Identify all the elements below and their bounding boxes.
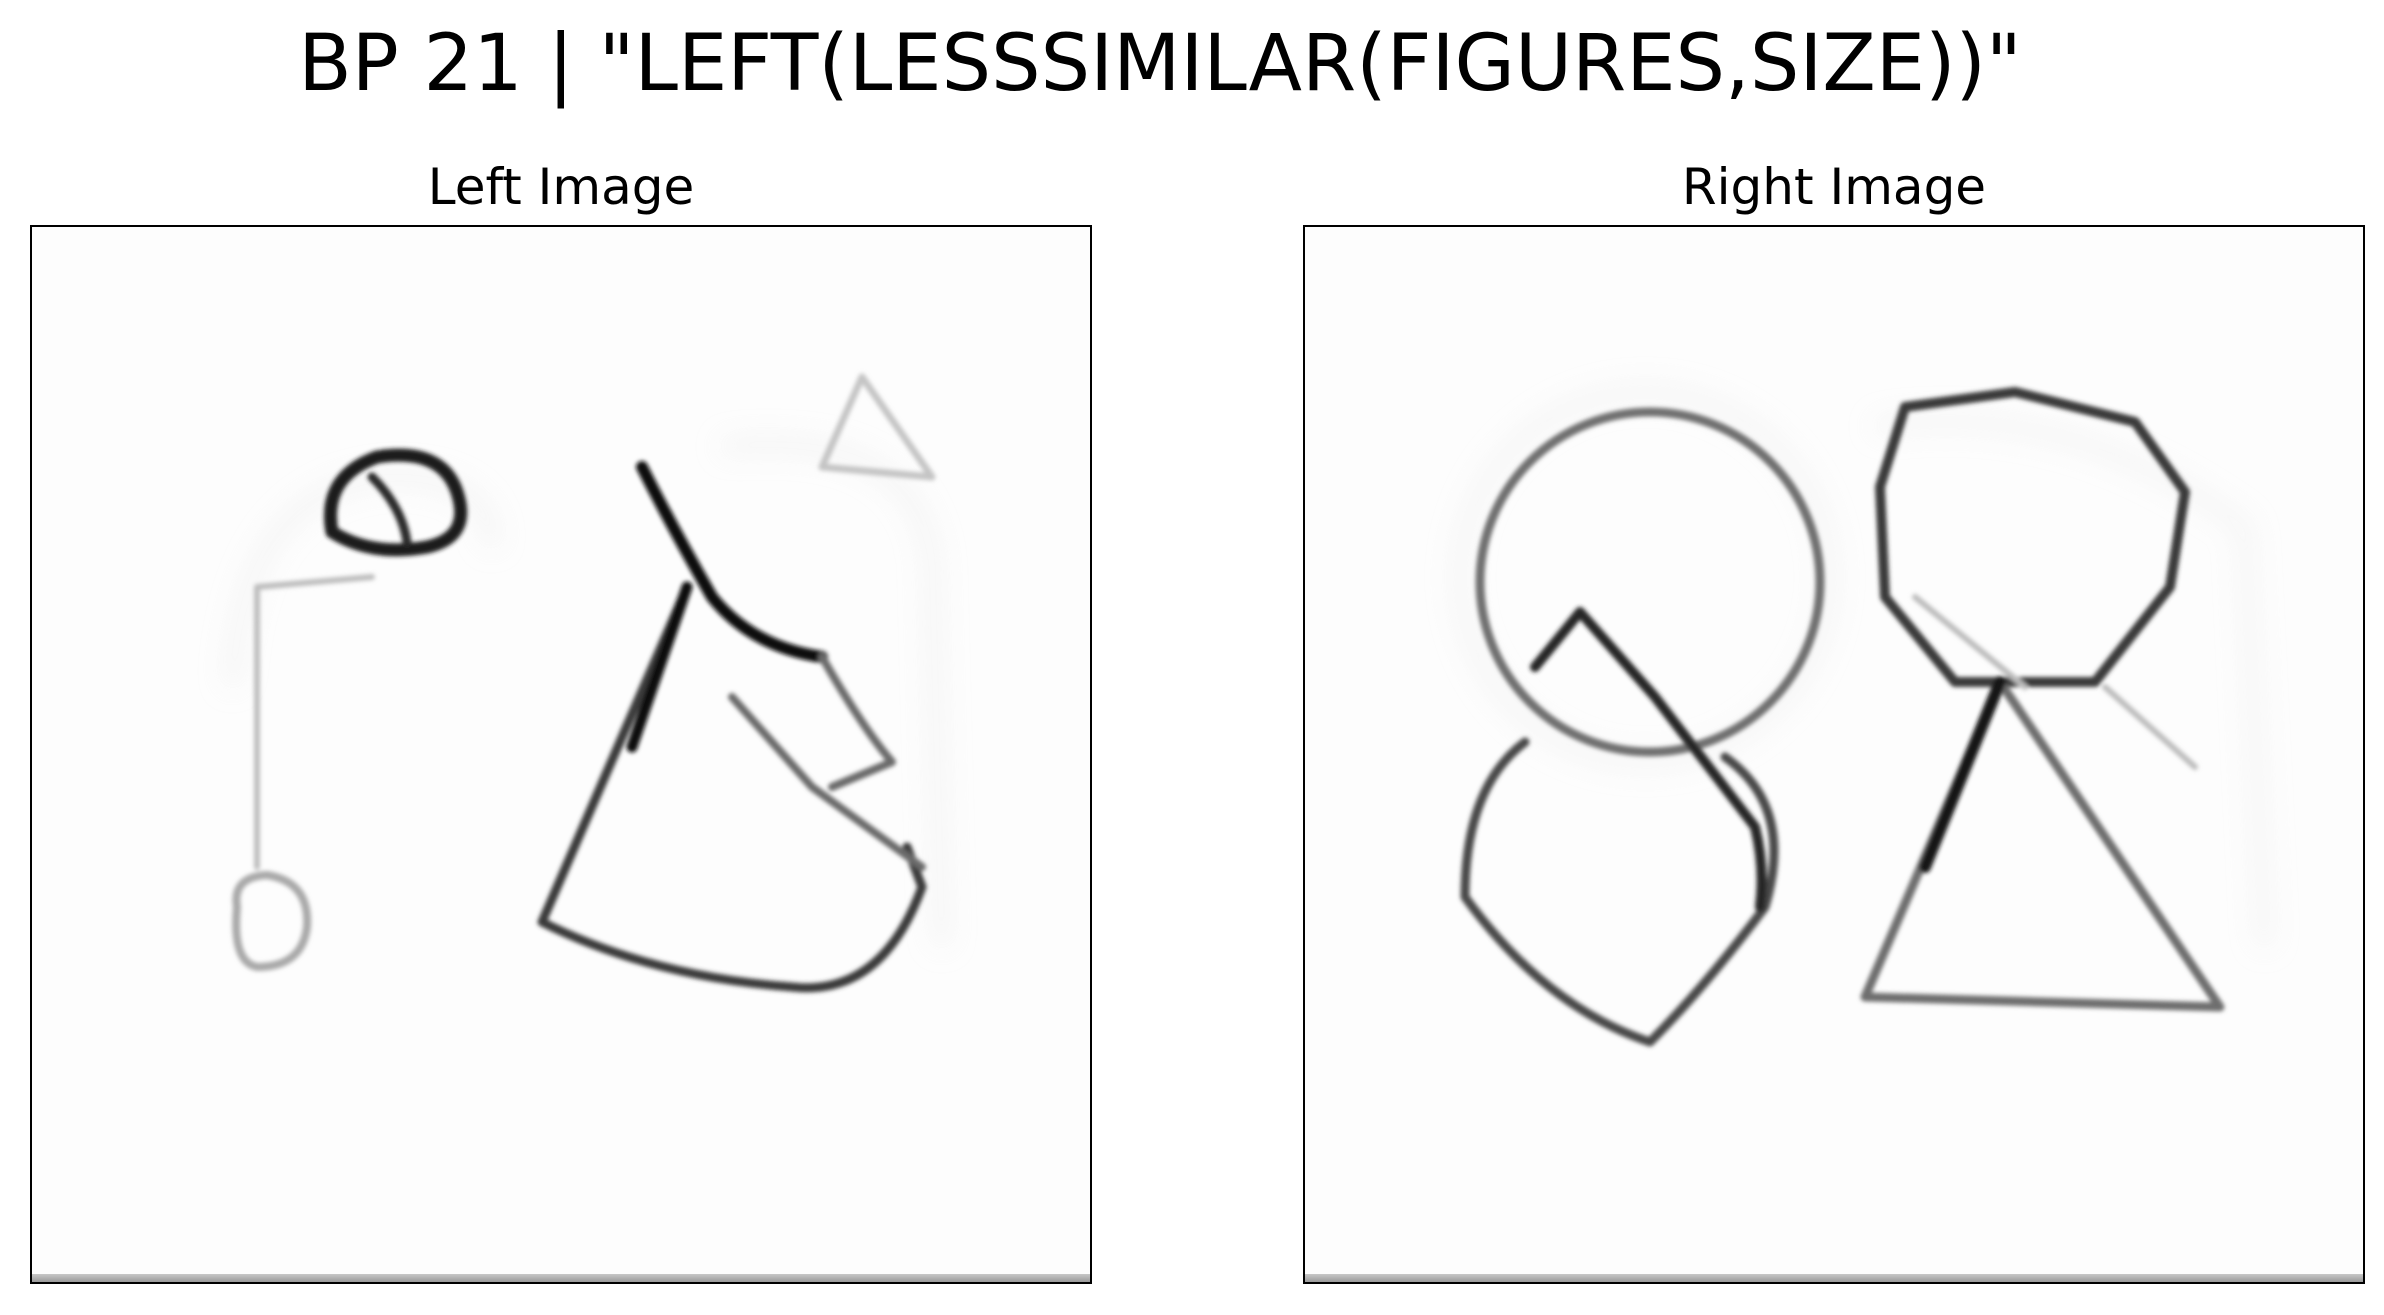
left-image-drawing <box>227 373 947 993</box>
faint-small-triangle <box>818 373 936 481</box>
left-panel-title: Left Image <box>427 158 695 216</box>
right-panel: Right Image <box>1303 155 2365 1284</box>
right-image-drawing <box>1455 387 2270 1047</box>
large-triangle <box>1860 677 2225 1012</box>
zigzag-lines <box>728 653 926 871</box>
figure-title: BP 21 | "LEFT(LESSSIMILAR(FIGURES,SIZE))… <box>298 19 2022 109</box>
right-image-frame <box>1303 225 2365 1284</box>
right-panel-title: Right Image <box>1681 158 1987 216</box>
large-quadrilateral <box>537 582 927 993</box>
left-image-frame <box>30 225 1092 1284</box>
rounded-quadrilateral <box>1460 737 1779 1047</box>
zigzag-line <box>1530 607 1767 912</box>
figure-octagon <box>1875 387 2190 687</box>
small-dark-ellipse <box>324 448 468 557</box>
left-panel: Left Image <box>30 155 1092 1284</box>
faint-small-circle <box>232 871 312 971</box>
figure-circle <box>1475 407 1825 757</box>
dark-curved-stroke <box>636 461 828 663</box>
faint-flag-line <box>254 574 375 870</box>
